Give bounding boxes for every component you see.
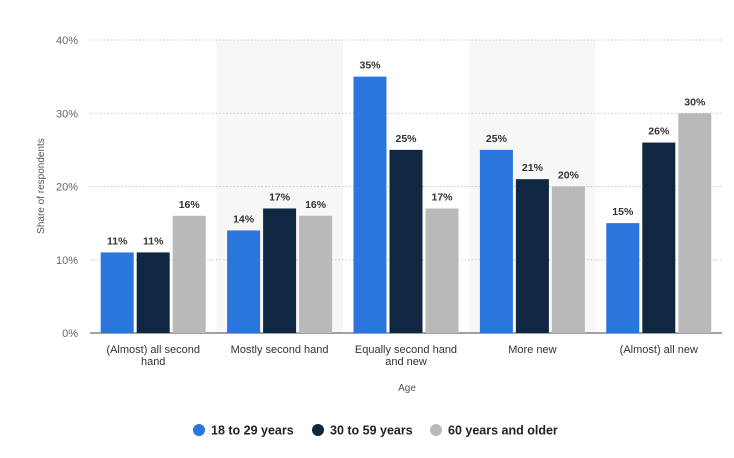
bar[interactable] [515, 179, 549, 333]
x-tick-label: Mostly second hand [231, 344, 329, 356]
x-axis-title: Age [398, 383, 416, 394]
data-labels: 11% 11% 16% 14% 17% 16% 35% 25% 17% 25% 21% 20% 15% 2… [107, 60, 706, 248]
bar[interactable] [100, 252, 134, 333]
bar[interactable] [425, 208, 459, 333]
bar[interactable] [299, 215, 333, 333]
bar[interactable] [263, 208, 297, 333]
bar[interactable] [606, 223, 640, 333]
legend-label: 60 years and older [448, 424, 558, 438]
x-axis-categories: (Almost) all second hand Mostly second han… [106, 344, 698, 368]
legend-item[interactable]: 18 to 29 years [193, 424, 294, 438]
x-tick-label: Equally second hand and new [355, 344, 457, 368]
bar[interactable] [479, 149, 513, 333]
data-label: 30% [684, 96, 706, 108]
data-label: 26% [648, 126, 670, 138]
data-label: 17% [431, 191, 453, 203]
legend: 18 to 29 years 30 to 59 years 60 years and… [193, 424, 558, 438]
data-label: 35% [359, 60, 381, 72]
y-tick-label: 20% [56, 182, 78, 194]
y-tick-label: 0% [62, 328, 78, 340]
data-label: 25% [486, 133, 508, 145]
y-tick-label: 40% [56, 35, 78, 47]
legend-label: 18 to 29 years [211, 424, 294, 438]
x-tick-label: (Almost) all new [620, 344, 698, 356]
bar[interactable] [551, 186, 585, 334]
bar[interactable] [389, 149, 423, 333]
legend-item[interactable]: 30 to 59 years [312, 424, 413, 438]
y-axis-ticks: 0% 10% 20% 30% 40% [56, 35, 78, 340]
y-tick-label: 10% [56, 255, 78, 267]
bar[interactable] [353, 76, 387, 333]
y-tick-label: 30% [56, 108, 78, 120]
legend-item[interactable]: 60 years and older [430, 424, 558, 438]
data-label: 11% [143, 235, 164, 247]
data-label: 16% [179, 199, 201, 211]
data-label: 16% [305, 199, 327, 211]
data-label: 14% [233, 213, 255, 225]
bar[interactable] [172, 215, 206, 333]
data-label: 25% [395, 133, 417, 145]
y-axis-title: Share of respondents [36, 138, 47, 234]
bars [100, 76, 712, 334]
bar[interactable] [642, 142, 676, 333]
data-label: 11% [107, 235, 128, 247]
legend-marker [193, 424, 205, 436]
data-label: 20% [558, 170, 580, 182]
bar[interactable] [678, 113, 712, 333]
data-label: 17% [269, 191, 291, 203]
legend-marker [430, 424, 442, 436]
data-label: 21% [522, 162, 544, 174]
data-label: 15% [612, 206, 634, 218]
bar[interactable] [227, 230, 261, 333]
x-tick-label: (Almost) all second hand [106, 344, 200, 368]
x-tick-label: More new [508, 344, 556, 356]
bar[interactable] [136, 252, 170, 333]
legend-marker [312, 424, 324, 436]
legend-label: 30 to 59 years [330, 424, 413, 438]
